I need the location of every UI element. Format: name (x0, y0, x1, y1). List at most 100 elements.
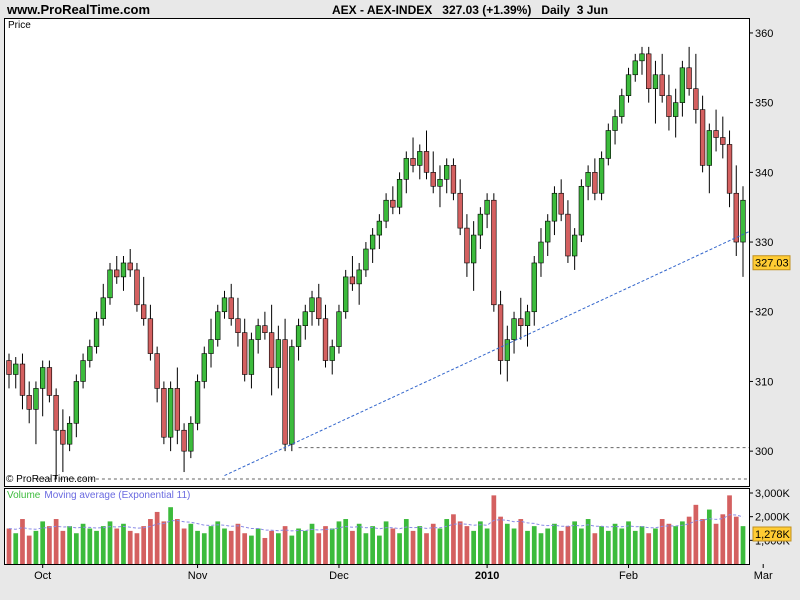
candle (504, 325, 510, 382)
volume-bar (504, 523, 510, 564)
candle-body (268, 332, 275, 368)
date-tick-label: Nov (188, 570, 208, 582)
candle (40, 360, 46, 417)
price-panel-label: Price (8, 20, 31, 31)
candle (6, 353, 12, 389)
volume-bar (73, 533, 79, 564)
candle (639, 46, 645, 75)
candle-body (585, 172, 591, 187)
candle-body (538, 241, 544, 264)
candle (531, 255, 537, 326)
volume-bar (511, 528, 517, 564)
volume-bar (579, 528, 584, 564)
volume-moving-average (8, 514, 744, 532)
candle (545, 214, 551, 256)
candle (60, 409, 66, 473)
candle (652, 60, 659, 124)
candle (612, 109, 618, 145)
candle (107, 262, 113, 305)
candle (538, 228, 544, 277)
candle-body (275, 339, 282, 368)
candle-body (295, 325, 302, 347)
candle-body (639, 53, 645, 62)
candle-body (396, 179, 403, 208)
volume-bar (363, 533, 369, 564)
candle-body (53, 395, 59, 431)
price-axis: 300 310 320 330 340 350 360 (749, 28, 773, 458)
volume-bar (451, 514, 456, 564)
volume-bar (215, 521, 221, 564)
volume-ma-badge: 1,278K (752, 526, 792, 542)
candle-body (524, 311, 531, 326)
candle (693, 53, 699, 124)
volume-bar (94, 530, 99, 564)
last-price-badge-text: 327.03 (755, 258, 789, 270)
candle-body (673, 102, 679, 117)
candle (369, 228, 376, 263)
candle-body (592, 172, 598, 194)
candle-body (504, 339, 510, 361)
candle (100, 283, 106, 326)
volume-bar (249, 535, 254, 564)
volume-bar (336, 521, 342, 564)
price-panel[interactable] (4, 18, 750, 487)
candle (242, 318, 248, 382)
candle (571, 228, 578, 270)
candle-body (316, 297, 322, 320)
candle-body (598, 158, 605, 194)
volume-bar (471, 530, 476, 564)
candle (349, 255, 356, 291)
volume-bar (498, 516, 503, 564)
candle-body (464, 227, 470, 264)
candle (295, 318, 302, 361)
volume-bar (309, 523, 315, 564)
moving-average-line (8, 514, 744, 532)
candle (673, 88, 679, 138)
volume-bar (134, 533, 140, 564)
candle-body (518, 318, 524, 326)
candle (403, 151, 409, 194)
candle (430, 151, 436, 194)
last-change: 327.03 (+1.39%) (442, 3, 532, 17)
volume-bar (639, 526, 645, 564)
candle-body (457, 192, 463, 229)
candle (484, 193, 490, 229)
candle-body (437, 179, 443, 187)
candle (66, 416, 73, 452)
candle (659, 53, 665, 103)
candle (625, 67, 632, 103)
candle (733, 165, 739, 256)
volume-bar (114, 528, 120, 564)
candle (699, 95, 706, 173)
candle (558, 179, 564, 222)
candle-body (208, 339, 214, 354)
candle (605, 123, 611, 166)
price-tick-label: 330 (755, 237, 773, 249)
volume-bars (6, 495, 746, 564)
candle-body (6, 360, 12, 375)
volume-bar (585, 519, 591, 564)
candle-body (565, 213, 571, 257)
candle-body (686, 67, 692, 90)
candle-body (147, 318, 154, 354)
volume-bar (619, 528, 625, 564)
volume-bar (558, 530, 564, 564)
volume-bar (127, 530, 133, 564)
candle (592, 158, 598, 201)
date-tick-label: Mar (754, 570, 773, 582)
candle-body (531, 262, 537, 313)
candle (679, 60, 686, 117)
volume-bar (235, 523, 241, 564)
site-title[interactable]: www.ProRealTime.com (7, 2, 151, 17)
candle-body (383, 199, 389, 222)
volume-bar (410, 530, 416, 564)
candle (632, 53, 638, 82)
candle (396, 172, 403, 215)
volume-bar (733, 516, 739, 564)
volume-bar (121, 523, 126, 564)
volume-bar (13, 533, 19, 564)
candle (470, 221, 477, 291)
candle (114, 255, 120, 284)
volume-bar (148, 519, 153, 564)
